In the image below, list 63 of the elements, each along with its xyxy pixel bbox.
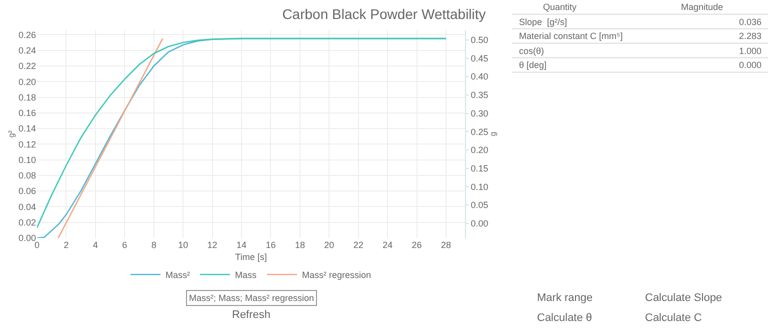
- y-tick-label: 0.08: [18, 170, 36, 181]
- y2-tick-label: 0.50: [470, 35, 488, 46]
- text: Material constant C [mm⁵]: [519, 31, 623, 41]
- y-tick-label: 0.10: [18, 154, 36, 165]
- text: Mass²; Mass; Mass² regression: [189, 293, 314, 303]
- chart-title: Carbon Black Powder Wettability: [282, 6, 486, 22]
- text: Quantity: [543, 2, 578, 12]
- text: 0.000: [739, 60, 762, 70]
- x-tick-label: 8: [151, 240, 156, 250]
- text: Refresh: [232, 309, 271, 321]
- text: Calculate Slope: [645, 292, 722, 304]
- y-tick-label: 0.22: [18, 61, 36, 72]
- x-tick-label: 26: [412, 240, 422, 250]
- text: 2.283: [739, 31, 762, 41]
- text: Slope [g²/s]: [519, 17, 568, 27]
- x-tick-label: 0: [34, 240, 40, 250]
- text: Mark range: [537, 292, 593, 304]
- text: θ [deg]: [519, 60, 547, 70]
- x-tick-label: 6: [122, 240, 128, 250]
- y2-tick-label: 0.20: [470, 145, 488, 156]
- y-axis-title: g²: [7, 130, 16, 138]
- x-tick-label: 4: [92, 240, 98, 250]
- y2-tick-label: 0.10: [470, 182, 488, 192]
- y-tick-label: 0.06: [18, 186, 36, 196]
- x-tick-label: 14: [236, 240, 247, 250]
- y-tick-label: 0.20: [18, 76, 36, 87]
- y2-tick-label: 0.45: [470, 53, 488, 64]
- x-tick-label: 28: [441, 240, 452, 250]
- x-tick-label: 20: [324, 240, 334, 250]
- y-tick-label: 0.18: [18, 92, 36, 102]
- x-axis-title: Time [s]: [235, 252, 267, 262]
- x-tick-label: 24: [382, 240, 393, 250]
- y-tick-label: 0.02: [18, 218, 36, 228]
- y-tick-label: 0.12: [18, 139, 36, 150]
- text: Calculate θ: [537, 312, 592, 324]
- legend-label: Mass² regression: [302, 270, 372, 280]
- y-tick-label: 0.04: [18, 202, 36, 212]
- x-tick-label: 10: [178, 240, 188, 250]
- y-tick-label: 0.24: [18, 45, 36, 56]
- y2-tick-label: 0.15: [470, 163, 488, 174]
- y2-tick-label: 0.05: [470, 200, 488, 210]
- y-tick-label: 0.16: [18, 108, 36, 118]
- text: 0.036: [739, 17, 762, 27]
- x-tick-label: 18: [294, 240, 305, 250]
- legend-label: Mass²: [166, 270, 190, 280]
- y2-axis-title: g: [488, 132, 498, 136]
- y2-tick-label: 0.35: [470, 90, 488, 100]
- text: 1.000: [739, 46, 762, 56]
- y2-tick-label: 0.30: [470, 108, 488, 118]
- y-tick-label: 0.26: [18, 30, 36, 40]
- x-tick-label: 2: [64, 240, 69, 250]
- y-tick-label: 0.14: [18, 124, 36, 134]
- y-tick-label: 0.00: [18, 233, 36, 244]
- x-tick-label: 12: [207, 240, 218, 250]
- x-tick-label: 22: [353, 240, 364, 250]
- x-tick-label: 16: [266, 240, 276, 250]
- text: cos(θ): [519, 46, 544, 56]
- legend-label: Mass: [235, 270, 258, 280]
- y2-tick-label: 0.25: [470, 126, 488, 137]
- y2-tick-label: 0.40: [470, 72, 488, 82]
- y2-tick-label: 0.00: [470, 218, 488, 228]
- text: Calculate C: [645, 312, 702, 324]
- text: Magnitude: [681, 2, 724, 12]
